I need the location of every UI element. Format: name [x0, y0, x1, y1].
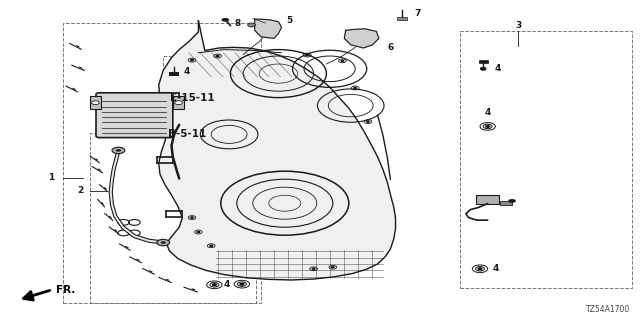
Bar — [163, 56, 216, 93]
Bar — [63, 23, 261, 303]
Circle shape — [306, 54, 308, 56]
Circle shape — [508, 199, 516, 203]
Circle shape — [221, 18, 229, 22]
Text: TZ54A1700: TZ54A1700 — [586, 305, 630, 314]
Text: 3: 3 — [515, 21, 522, 30]
Bar — [397, 17, 407, 20]
Bar — [169, 72, 179, 76]
Text: 7: 7 — [415, 9, 421, 18]
Circle shape — [341, 60, 344, 61]
Bar — [500, 201, 512, 205]
Bar — [476, 195, 499, 204]
Polygon shape — [159, 21, 396, 280]
Circle shape — [116, 149, 121, 152]
Bar — [90, 96, 101, 109]
Circle shape — [486, 125, 490, 127]
Circle shape — [367, 121, 369, 122]
Polygon shape — [344, 29, 379, 48]
Bar — [90, 133, 256, 303]
Text: B-5-11: B-5-11 — [168, 129, 206, 139]
Polygon shape — [255, 19, 282, 38]
Text: 4: 4 — [493, 264, 499, 273]
Text: 4: 4 — [184, 67, 190, 76]
Circle shape — [212, 284, 216, 286]
Text: 6: 6 — [387, 43, 394, 52]
Bar — [460, 31, 632, 288]
Text: 5: 5 — [287, 16, 293, 25]
Circle shape — [197, 231, 200, 233]
Circle shape — [112, 147, 125, 154]
Circle shape — [191, 60, 193, 61]
Circle shape — [354, 87, 356, 89]
Text: 4: 4 — [224, 280, 230, 289]
Circle shape — [481, 68, 486, 70]
Text: 4: 4 — [484, 108, 491, 116]
Circle shape — [92, 101, 99, 105]
Text: E-15-11: E-15-11 — [170, 92, 214, 103]
Circle shape — [478, 268, 482, 270]
Circle shape — [210, 245, 212, 246]
Circle shape — [216, 55, 219, 57]
Circle shape — [161, 241, 166, 244]
Text: 4: 4 — [494, 64, 500, 73]
Text: 2: 2 — [77, 186, 83, 195]
Circle shape — [312, 268, 315, 269]
Bar — [479, 60, 488, 63]
Text: FR.: FR. — [56, 284, 75, 295]
Circle shape — [157, 239, 170, 246]
Circle shape — [248, 23, 255, 27]
Circle shape — [332, 267, 334, 268]
Text: 1: 1 — [48, 173, 54, 182]
FancyBboxPatch shape — [96, 93, 173, 138]
Circle shape — [191, 217, 193, 218]
Circle shape — [175, 101, 182, 105]
Circle shape — [240, 283, 244, 285]
Text: 8: 8 — [234, 19, 241, 28]
Bar — [173, 96, 184, 109]
